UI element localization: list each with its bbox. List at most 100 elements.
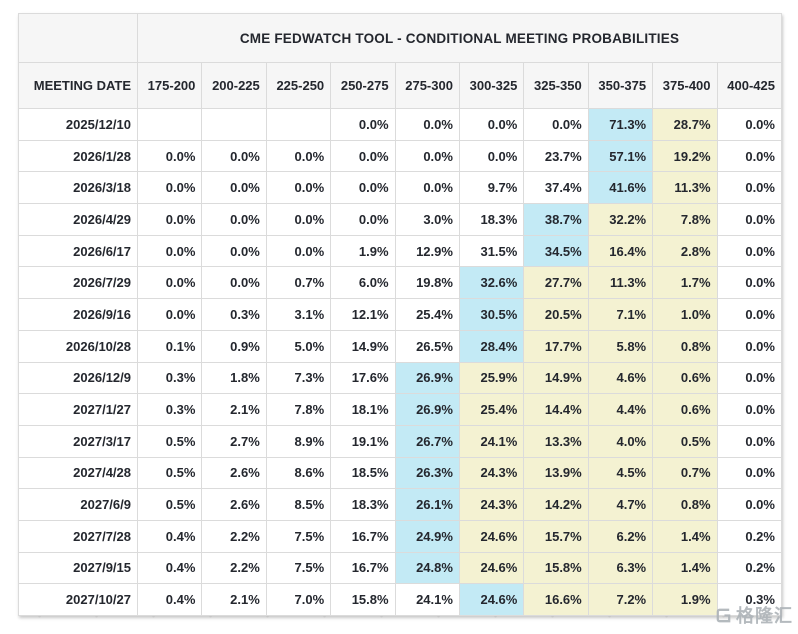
prob-cell	[201, 108, 267, 141]
prob-cell: 25.9%	[458, 361, 525, 395]
prob-cell: 4.0%	[587, 424, 654, 458]
prob-cell: 12.9%	[394, 234, 460, 268]
prob-cell: 17.6%	[330, 361, 396, 395]
prob-cell: 0.0%	[716, 203, 782, 236]
prob-cell: 16.6%	[523, 583, 589, 616]
prob-cell: 0.3%	[716, 583, 782, 616]
meeting-date-cell: 2026/3/18	[18, 171, 138, 205]
prob-cell: 12.1%	[330, 298, 396, 331]
rate-bin-header: 400-425	[716, 62, 782, 109]
prob-cell: 24.6%	[458, 519, 525, 553]
prob-cell: 57.1%	[587, 139, 654, 173]
table-row: 2027/3/17 0.5% 2.7% 8.9% 19.1% 26.7% 24.1% 13.3…	[18, 424, 782, 458]
prob-cell: 3.0%	[394, 203, 460, 236]
prob-cell: 7.5%	[265, 551, 332, 585]
prob-cell: 37.4%	[523, 171, 589, 205]
prob-cell: 14.9%	[330, 329, 396, 363]
rate-bin-header: 250-275	[330, 62, 396, 109]
prob-cell: 26.1%	[394, 488, 460, 521]
prob-cell: 17.7%	[523, 329, 589, 363]
prob-cell: 0.0%	[523, 108, 589, 141]
prob-cell: 7.1%	[587, 298, 654, 331]
prob-cell: 0.0%	[716, 139, 782, 173]
prob-cell: 24.1%	[458, 424, 525, 458]
prob-cell: 0.0%	[716, 171, 782, 205]
prob-cell: 4.7%	[587, 488, 654, 521]
prob-cell: 0.0%	[716, 488, 782, 521]
table-row: 2026/10/28 0.1% 0.9% 5.0% 14.9% 26.5% 28.4% 17.…	[18, 329, 782, 363]
prob-cell: 1.8%	[201, 361, 267, 395]
prob-cell: 0.0%	[716, 234, 782, 268]
prob-cell: 6.3%	[587, 551, 654, 585]
meeting-date-cell: 2025/12/10	[18, 108, 138, 141]
prob-cell: 26.5%	[394, 329, 460, 363]
prob-cell: 0.0%	[716, 329, 782, 363]
table-row: 2027/4/28 0.5% 2.6% 8.6% 18.5% 26.3% 24.3% 13.9…	[18, 456, 782, 490]
prob-cell	[136, 108, 203, 141]
prob-cell: 24.6%	[458, 583, 525, 616]
table-title: CME FEDWATCH TOOL - CONDITIONAL MEETING …	[137, 13, 782, 63]
prob-cell: 2.2%	[201, 551, 267, 585]
table-row: 2026/1/28 0.0% 0.0% 0.0% 0.0% 0.0% 0.0% 23.7% 57…	[18, 139, 782, 173]
prob-cell: 23.7%	[523, 139, 589, 173]
prob-cell: 15.8%	[523, 551, 589, 585]
prob-cell: 0.0%	[716, 361, 782, 395]
prob-cell: 0.3%	[136, 393, 203, 426]
table-row: 2025/12/10 0.0% 0.0% 0.0% 0.0% 71.3% 28.7% 0.0%	[18, 108, 782, 141]
prob-cell: 24.9%	[394, 519, 460, 553]
prob-cell: 0.0%	[201, 234, 267, 268]
prob-cell: 0.0%	[716, 393, 782, 426]
prob-cell: 0.0%	[136, 171, 203, 205]
table-row: 2027/10/27 0.4% 2.1% 7.0% 15.8% 24.1% 24.6% 16.…	[18, 583, 782, 616]
prob-cell: 26.9%	[394, 393, 460, 426]
column-header-row: MEETING DATE 175-200 200-225 225-250 250-27…	[18, 62, 782, 109]
meeting-date-cell: 2026/12/9	[18, 361, 138, 395]
meeting-date-cell: 2026/6/17	[18, 234, 138, 268]
prob-cell: 0.6%	[652, 361, 718, 395]
meeting-date-cell: 2027/4/28	[18, 456, 138, 490]
prob-cell: 3.1%	[265, 298, 332, 331]
prob-cell: 19.1%	[330, 424, 396, 458]
prob-cell: 16.4%	[587, 234, 654, 268]
prob-cell: 13.9%	[523, 456, 589, 490]
prob-cell: 0.0%	[136, 298, 203, 331]
prob-cell: 25.4%	[458, 393, 525, 426]
prob-cell: 0.2%	[716, 519, 782, 553]
prob-cell: 19.2%	[652, 139, 718, 173]
corner-cell	[18, 13, 138, 63]
prob-cell: 2.7%	[201, 424, 267, 458]
meeting-date-cell: 2026/1/28	[18, 139, 138, 173]
prob-cell: 0.0%	[458, 108, 525, 141]
prob-cell: 0.4%	[136, 551, 203, 585]
prob-cell: 28.7%	[652, 108, 718, 141]
prob-cell: 18.5%	[330, 456, 396, 490]
prob-cell: 0.6%	[652, 393, 718, 426]
prob-cell: 2.1%	[201, 583, 267, 616]
prob-cell: 38.7%	[523, 203, 589, 236]
table-row: 2027/1/27 0.3% 2.1% 7.8% 18.1% 26.9% 25.4% 14.4…	[18, 393, 782, 426]
prob-cell: 0.7%	[265, 266, 332, 300]
prob-cell: 24.8%	[394, 551, 460, 585]
prob-cell: 0.4%	[136, 583, 203, 616]
prob-cell: 0.5%	[652, 424, 718, 458]
prob-cell: 25.4%	[394, 298, 460, 331]
prob-cell: 7.5%	[265, 519, 332, 553]
prob-cell: 15.7%	[523, 519, 589, 553]
prob-cell: 24.3%	[458, 488, 525, 521]
rate-bin-header: 225-250	[265, 62, 332, 109]
prob-cell: 0.8%	[652, 488, 718, 521]
prob-cell: 0.9%	[201, 329, 267, 363]
prob-cell: 0.0%	[201, 171, 267, 205]
prob-cell: 0.0%	[265, 139, 332, 173]
prob-cell: 0.0%	[716, 456, 782, 490]
prob-cell: 4.4%	[587, 393, 654, 426]
meeting-date-cell: 2027/3/17	[18, 424, 138, 458]
prob-cell: 8.9%	[265, 424, 332, 458]
prob-cell: 7.2%	[587, 583, 654, 616]
prob-cell: 0.0%	[136, 266, 203, 300]
prob-cell: 0.0%	[265, 171, 332, 205]
prob-cell: 7.8%	[265, 393, 332, 426]
rate-bin-header: 325-350	[523, 62, 589, 109]
prob-cell: 1.4%	[652, 519, 718, 553]
prob-cell: 2.2%	[201, 519, 267, 553]
